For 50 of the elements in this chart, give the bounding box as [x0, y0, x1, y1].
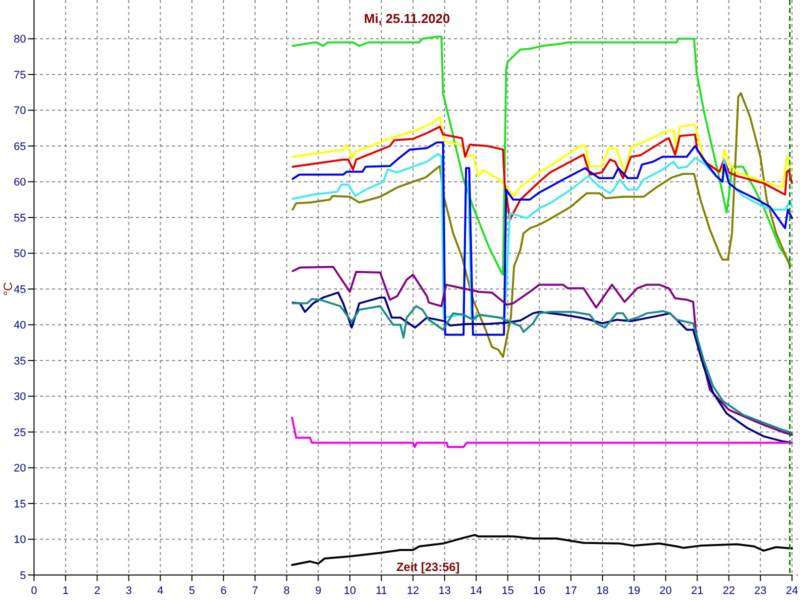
x-tick-label: 13 [438, 585, 451, 597]
x-tick-label: 12 [406, 585, 420, 597]
x-tick-label: 14 [470, 585, 482, 597]
line-series [291, 416, 793, 448]
y-tick-label: 40 [14, 320, 26, 332]
x-tick-label: 10 [344, 585, 356, 597]
y-tick-label: 50 [14, 248, 26, 260]
y-tick-label: 10 [14, 534, 26, 546]
line-series [292, 92, 792, 358]
x-tick-label: 16 [533, 585, 546, 597]
x-tick-label: 15 [502, 585, 514, 597]
x-tick-label: 21 [691, 585, 704, 597]
x-tick-label: 5 [188, 585, 195, 597]
x-tick-label: 6 [220, 585, 227, 597]
x-tick-label: 2 [94, 585, 100, 597]
y-tick-label: 80 [14, 34, 26, 46]
x-tick-label: 17 [564, 585, 578, 597]
y-axis-title: °C [1, 282, 15, 296]
line-series [292, 266, 793, 436]
x-tick-label: 1 [62, 585, 69, 597]
y-tick-label: 45 [14, 284, 26, 296]
y-tick-label: 20 [14, 462, 26, 475]
y-tick-label: 55 [14, 212, 26, 224]
x-tick-label: 24 [786, 585, 798, 597]
x-tick-label: 9 [315, 585, 322, 597]
y-tick-label: 60 [14, 176, 26, 189]
y-tick-label: 15 [14, 498, 26, 510]
x-tick-label: 19 [628, 585, 640, 597]
y-tick-label: 25 [14, 426, 26, 439]
y-tick-label: 5 [20, 570, 26, 582]
x-tick-label: 23 [754, 585, 767, 597]
x-tick-label: 20 [660, 585, 672, 597]
y-tick-label: 30 [14, 391, 26, 404]
text: Mi, 25.11.2020 [364, 11, 450, 26]
line-series [292, 36, 792, 276]
x-tick-label: 8 [284, 585, 290, 597]
y-tick-label: 75 [14, 69, 26, 82]
x-tick-label: 4 [157, 585, 164, 597]
line-series [292, 116, 792, 198]
x-tick-label: 7 [252, 585, 258, 597]
x-tick-label: 0 [30, 585, 38, 597]
x-tick-label: 11 [376, 585, 388, 597]
y-tick-label: 35 [14, 355, 26, 368]
y-tick-label: 65 [14, 140, 26, 153]
x-axis-title: Zeit [23:56] [396, 560, 460, 574]
x-tick-label: 22 [722, 585, 735, 597]
x-tick-label: 18 [596, 585, 609, 597]
x-tick-label: 3 [126, 585, 132, 597]
y-tick-label: 70 [14, 105, 26, 118]
line-series [292, 126, 793, 221]
